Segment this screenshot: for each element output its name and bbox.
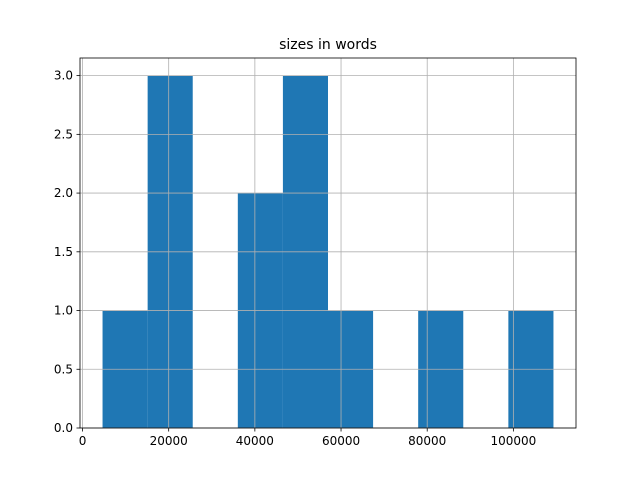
y-tick-label: 0.5 bbox=[54, 362, 73, 376]
y-tick-label: 2.5 bbox=[54, 127, 73, 141]
plot-frame bbox=[79, 57, 577, 429]
x-tick-label: 0 bbox=[79, 434, 87, 448]
y-tick-label: 2.0 bbox=[54, 186, 73, 200]
y-tick-label: 1.5 bbox=[54, 245, 73, 259]
chart-title: sizes in words bbox=[279, 37, 377, 53]
x-tick-label: 40000 bbox=[236, 434, 274, 448]
x-tick-label: 60000 bbox=[322, 434, 360, 448]
y-tick-label: 0.0 bbox=[54, 421, 73, 435]
y-tick-label: 3.0 bbox=[54, 69, 73, 83]
y-tick-label: 1.0 bbox=[54, 304, 73, 318]
x-tick-label: 20000 bbox=[150, 434, 188, 448]
x-tick-label: 80000 bbox=[408, 434, 446, 448]
x-tick-label: 100000 bbox=[490, 434, 536, 448]
